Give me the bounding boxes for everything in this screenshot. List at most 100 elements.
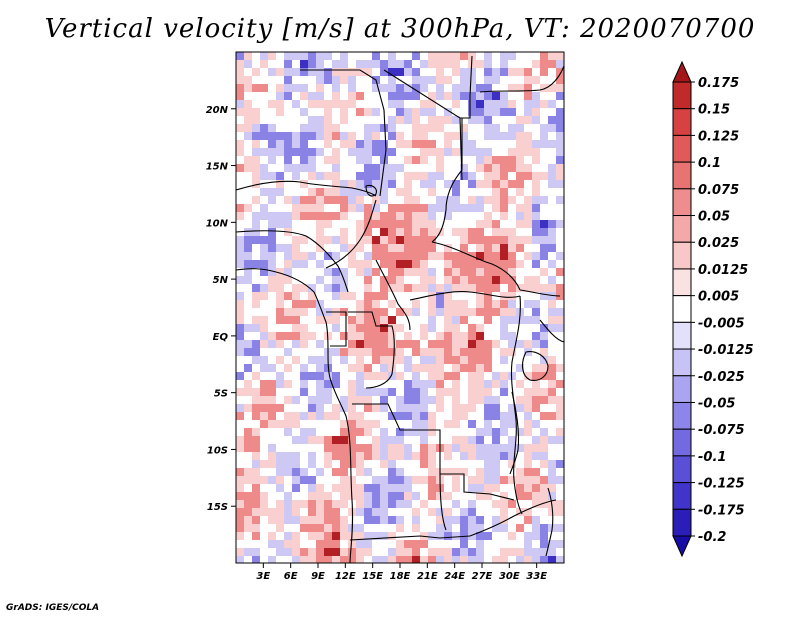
field-cell (548, 540, 557, 549)
field-cell (532, 300, 541, 309)
field-cell (300, 84, 309, 93)
field-cell (388, 420, 397, 429)
field-cell (356, 60, 365, 69)
field-cell (404, 84, 413, 93)
border-congo (348, 311, 395, 389)
field-cell (524, 436, 533, 445)
field-cell (420, 364, 429, 373)
field-cell (540, 404, 549, 413)
field-cell (460, 132, 469, 141)
field-cell (388, 156, 397, 165)
credit-label: GrADS: IGES/COLA (6, 603, 100, 613)
field-cell (348, 244, 357, 253)
field-cell (412, 84, 421, 93)
field-cell (284, 500, 293, 509)
field-cell (348, 484, 357, 493)
field-cell (468, 492, 477, 501)
field-cell (308, 92, 317, 101)
field-cell (380, 524, 389, 533)
field-cell (396, 324, 405, 333)
field-cell (404, 276, 413, 285)
field-cell (524, 276, 533, 285)
field-cell (268, 348, 277, 357)
field-cell (556, 476, 564, 485)
field-cell (332, 428, 341, 437)
field-cell (532, 324, 541, 333)
field-cell (364, 460, 373, 469)
colorbar-label: -0.0125 (698, 343, 754, 358)
field-cell (460, 276, 469, 285)
field-cell (308, 356, 317, 365)
colorbar-box (672, 161, 692, 190)
field-cell (372, 340, 381, 349)
field-cell (444, 516, 453, 525)
field-cell (244, 540, 253, 549)
field-cell (548, 92, 557, 101)
field-cell (516, 492, 525, 501)
field-cell (556, 364, 564, 373)
field-cell (492, 492, 501, 501)
field-cell (252, 172, 261, 181)
field-cell (524, 204, 533, 213)
field-cell (540, 276, 549, 285)
field-cell (260, 420, 269, 429)
field-cell (556, 316, 564, 325)
field-cell (396, 404, 405, 413)
field-cell (332, 524, 341, 533)
field-cell (348, 148, 357, 157)
colorbar-label: -0.125 (698, 477, 745, 492)
field-cell (476, 164, 485, 173)
field-cell (396, 484, 405, 493)
field-cell (308, 148, 317, 157)
field-cell (388, 172, 397, 181)
field-cell (348, 468, 357, 477)
field-cell (388, 300, 397, 309)
field-cell (500, 140, 509, 149)
field-cell (276, 468, 285, 477)
field-cell (444, 252, 453, 261)
field-cell (404, 540, 413, 549)
field-cell (284, 348, 293, 357)
field-cell (420, 324, 429, 333)
field-cell (436, 132, 445, 141)
field-cell (268, 452, 277, 461)
field-cell (460, 452, 469, 461)
field-cell (492, 140, 501, 149)
field-cell (276, 252, 285, 261)
field-cell (348, 380, 357, 389)
field-cell (268, 492, 277, 501)
field-cell (508, 164, 517, 173)
field-cell (524, 188, 533, 197)
field-cell (340, 324, 349, 333)
field-cell (428, 540, 437, 549)
field-cell (340, 516, 349, 525)
field-cell (428, 380, 437, 389)
field-cell (540, 412, 549, 421)
field-cell (356, 532, 365, 541)
field-cell (300, 540, 309, 549)
field-cell (340, 108, 349, 117)
field-cell (548, 100, 557, 109)
field-cell (236, 428, 245, 437)
field-cell (532, 116, 541, 125)
field-cell (364, 212, 373, 221)
field-cell (292, 332, 301, 341)
field-cell (292, 228, 301, 237)
lat-tick-label: 15S (207, 502, 228, 513)
field-cell (476, 380, 485, 389)
field-cell (324, 404, 333, 413)
field-cell (556, 284, 564, 293)
field-cell (508, 212, 517, 221)
field-cell (452, 284, 461, 293)
field-cell (436, 380, 445, 389)
field-cell (548, 284, 557, 293)
field-cell (340, 100, 349, 109)
field-cell (348, 452, 357, 461)
field-cell (484, 444, 493, 453)
field-cell (476, 276, 485, 285)
field-cell (292, 420, 301, 429)
field-cell (388, 388, 397, 397)
field-cell (316, 236, 325, 245)
field-cell (292, 404, 301, 413)
field-cell (252, 436, 261, 445)
